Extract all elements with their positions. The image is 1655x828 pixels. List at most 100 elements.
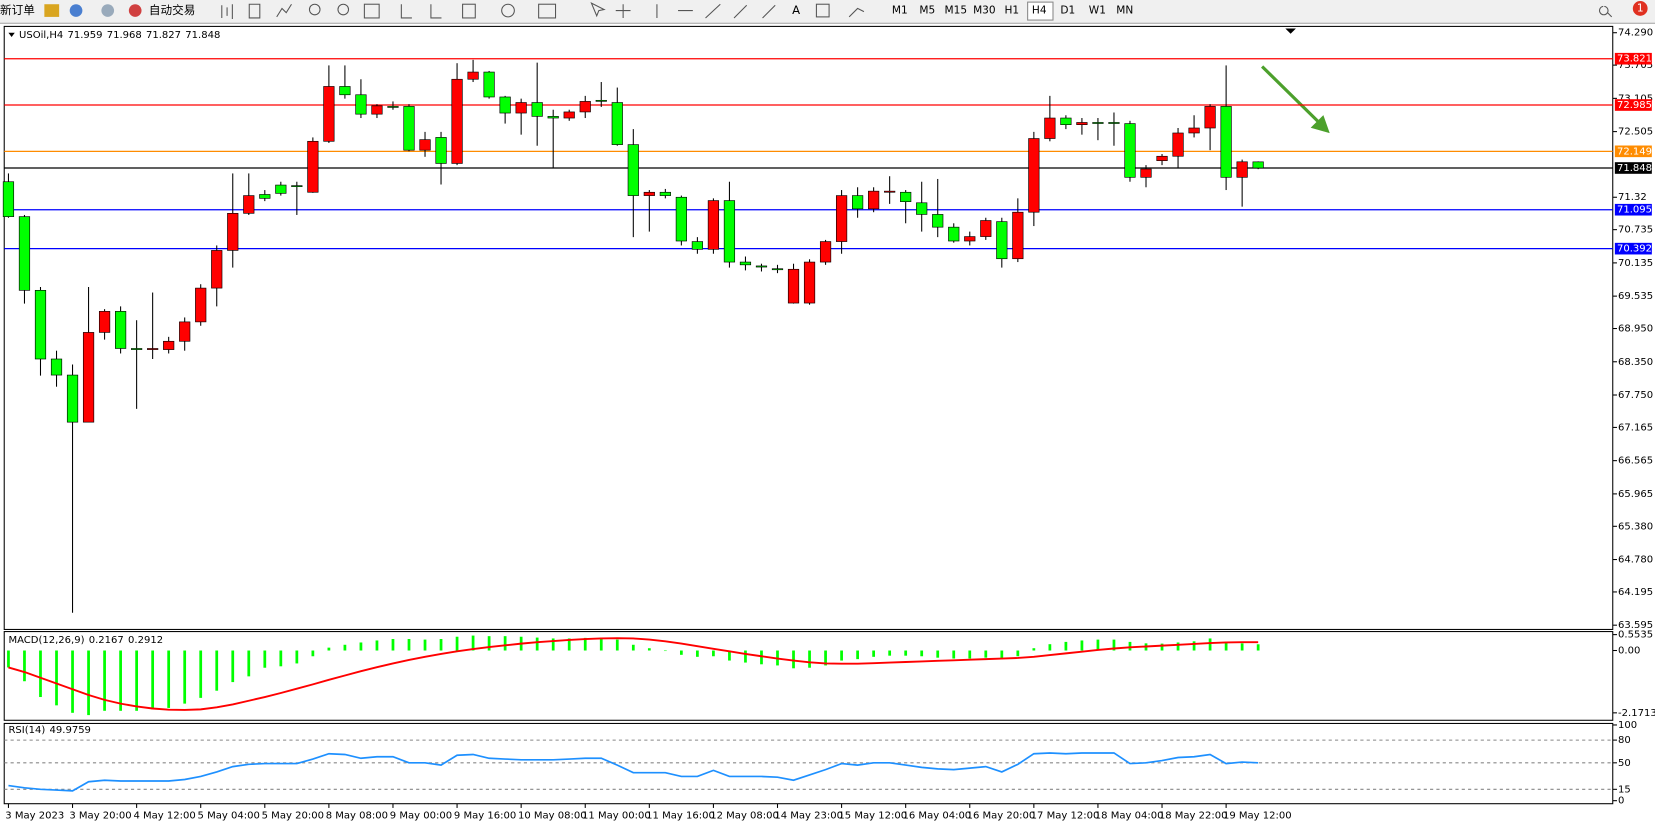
icon[interactable]: [308, 3, 321, 16]
arrow-line: [1260, 65, 1320, 123]
new-order-button[interactable]: 新订单: [0, 3, 35, 17]
candle-body: [579, 101, 591, 113]
macd-bar: [471, 635, 475, 651]
level-label: 71.095: [1617, 205, 1652, 216]
macd-bar: [167, 650, 171, 708]
candle-body: [643, 191, 655, 196]
candle-body: [323, 86, 335, 142]
macd-bar: [247, 650, 251, 677]
symbol-header: USOil,H4 71.959 71.968 71.827 71.848: [19, 30, 220, 41]
macd-bar: [407, 639, 411, 651]
x-tick-label: 11 May 00:00: [582, 810, 651, 821]
icon[interactable]: [276, 3, 292, 18]
icon[interactable]: [337, 3, 350, 16]
auto-trade-button[interactable]: 自动交易: [149, 3, 195, 17]
candle-body: [18, 216, 31, 291]
candle-body: [627, 144, 639, 196]
icon[interactable]: [848, 7, 865, 18]
candle-body: [948, 226, 960, 242]
icon[interactable]: [248, 3, 261, 19]
macd-bar: [343, 644, 347, 651]
auto-trade-icon[interactable]: [128, 4, 142, 17]
level-label: 73.821: [1617, 54, 1652, 65]
y-tick-label: 64.195: [1618, 587, 1653, 598]
level-label-box: [1614, 203, 1652, 216]
candle-body: [275, 184, 287, 194]
icon[interactable]: [462, 3, 476, 19]
macd-bar: [135, 650, 138, 711]
timeframe-button[interactable]: M1: [892, 5, 908, 17]
ohlc-low: 71.827: [146, 30, 181, 41]
icon[interactable]: [69, 4, 83, 17]
timeframe-button[interactable]: D1: [1060, 5, 1075, 17]
annotation-arrow: [1260, 65, 1330, 134]
x-tick-label: 9 May 16:00: [454, 810, 516, 821]
candle-body: [115, 311, 127, 349]
y-tick-label: 80: [1618, 735, 1631, 746]
candle-body: [499, 96, 511, 114]
icon[interactable]: [400, 4, 442, 19]
macd-bar: [359, 642, 363, 651]
y-tick-label: 65.380: [1618, 521, 1653, 532]
timeframe-button[interactable]: M15: [945, 5, 968, 17]
timeframe-button[interactable]: MN: [1116, 5, 1133, 17]
macd-bar: [744, 650, 747, 663]
icon[interactable]: [44, 4, 60, 17]
search-icon[interactable]: [1599, 5, 1613, 18]
icon[interactable]: [221, 4, 233, 20]
candle-body: [66, 374, 79, 423]
candle-body: [451, 78, 463, 164]
icon[interactable]: [538, 3, 557, 19]
icon[interactable]: [501, 3, 515, 18]
macd-bar: [1128, 641, 1132, 651]
level-label: 71.848: [1617, 163, 1652, 174]
candle-body: [179, 321, 191, 342]
candle-body: [371, 105, 383, 115]
symbol: USOil,H4: [19, 30, 63, 41]
timeframe-button[interactable]: M30: [973, 5, 996, 17]
candle-body: [355, 94, 367, 115]
candle-body: [211, 250, 223, 289]
macd-bar: [183, 650, 187, 704]
candle-body: [1188, 127, 1200, 134]
y-tick-label: 70.135: [1618, 258, 1653, 269]
x-tick-label: 11 May 16:00: [646, 810, 715, 821]
y-tick-label: 70.735: [1618, 225, 1653, 236]
candle-body: [483, 71, 495, 98]
candle-body: [147, 348, 159, 350]
text-tool[interactable]: A: [792, 3, 800, 17]
toolbar-bg: [0, 0, 1655, 24]
macd-bar: [1176, 642, 1180, 651]
active-timeframe-box: [1027, 1, 1054, 21]
notification-badge[interactable]: [1632, 1, 1648, 16]
icon[interactable]: [363, 3, 380, 19]
x-tick-label: 15 May 12:00: [838, 810, 907, 821]
candle-body: [691, 241, 703, 250]
macd-bar: [151, 650, 155, 710]
x-tick-label: 5 May 04:00: [198, 810, 260, 821]
candle-body: [195, 287, 207, 323]
y-tick-label: 64.780: [1618, 555, 1653, 566]
x-tick-label: 8 May 08:00: [326, 810, 388, 821]
candle-body: [1156, 155, 1168, 162]
candle-body: [98, 311, 111, 333]
icon[interactable]: [101, 4, 115, 17]
toolbar: 新订单 自动交易 A 1: [0, 0, 1655, 24]
candle-body: [291, 185, 303, 187]
candle-body: [884, 190, 896, 193]
candle-body: [595, 99, 607, 102]
timeframe-button[interactable]: H4: [1032, 5, 1047, 17]
icon[interactable]: [590, 2, 776, 19]
macd-bar: [87, 650, 90, 716]
macd-bar: [808, 650, 811, 668]
timeframe-button[interactable]: H1: [1004, 5, 1019, 17]
label-tool[interactable]: [815, 3, 830, 18]
timeframe-button[interactable]: M5: [919, 5, 935, 17]
y-tick-label: 0.5535: [1618, 630, 1653, 641]
candle-body: [803, 261, 816, 304]
timeframe-button[interactable]: W1: [1089, 5, 1106, 17]
macd-name: MACD(12,26,9): [8, 635, 84, 646]
candle-body: [996, 221, 1008, 260]
candle-body: [307, 140, 319, 193]
candle-body: [82, 332, 95, 423]
